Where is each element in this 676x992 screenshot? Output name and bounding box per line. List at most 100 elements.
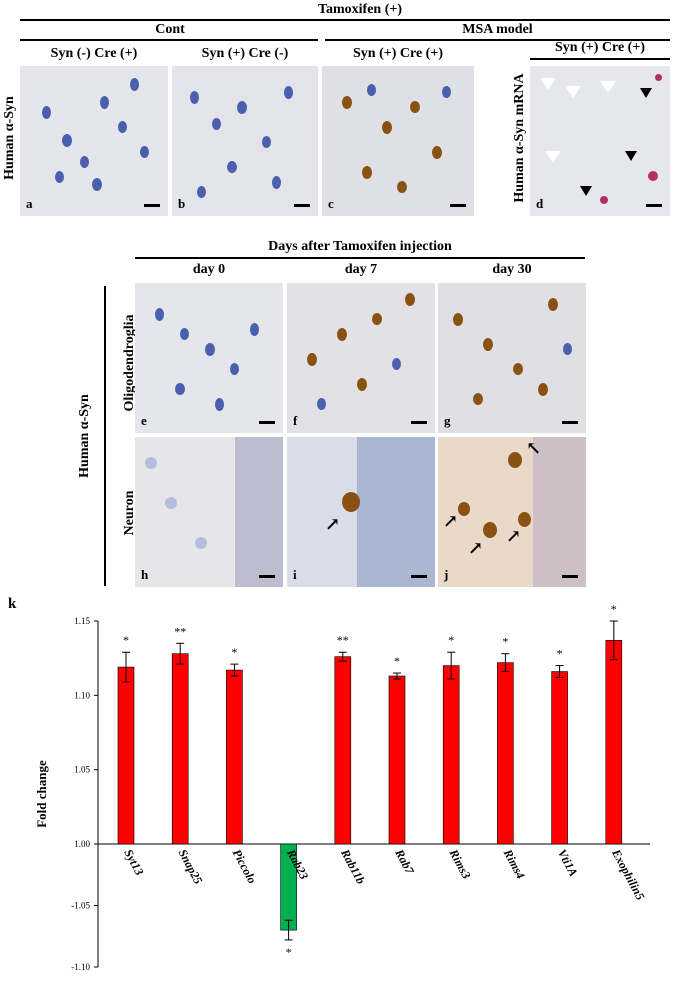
- nucleus: [155, 308, 164, 321]
- micrograph-panel-d: d: [530, 66, 670, 216]
- scale-bar: [411, 421, 427, 424]
- column-header-c: Syn (+) Cre (+): [353, 46, 443, 61]
- stained-nucleus: [337, 328, 347, 341]
- treatment-header: Tamoxifen (+): [317, 2, 403, 17]
- scale-bar: [294, 204, 310, 207]
- micrograph-panel-b: b: [172, 66, 318, 216]
- nucleus: [145, 457, 157, 469]
- solid-arrowhead: [580, 186, 592, 196]
- neuron-layer: [235, 437, 283, 587]
- panel-label-c: c: [328, 196, 334, 211]
- chart-panel-label: k: [8, 596, 17, 612]
- stained-nucleus: [382, 121, 392, 134]
- panel-label-h: h: [141, 567, 149, 582]
- category-label: Rims4: [500, 846, 528, 881]
- bar-rims3: [442, 665, 460, 845]
- nucleus: [284, 86, 293, 99]
- solid-arrowhead: [625, 151, 637, 161]
- stained-nucleus: [342, 96, 352, 109]
- panel-label-j: j: [444, 567, 449, 582]
- stained-nucleus: [307, 353, 317, 366]
- stained-nucleus: [513, 363, 523, 375]
- arrow-icon: ↗: [506, 526, 522, 546]
- nucleus: [100, 96, 109, 109]
- scale-bar: [646, 204, 662, 207]
- arrow-icon: ↖: [526, 438, 542, 458]
- group-cont-rule: [20, 39, 318, 41]
- open-arrowhead: [565, 86, 581, 98]
- nucleus: [215, 398, 224, 411]
- micrograph-panel-f: f: [287, 283, 435, 433]
- y-axis-label: Fold change: [34, 760, 49, 828]
- category-label: Rab7: [392, 846, 418, 877]
- scale-bar: [411, 575, 427, 578]
- bar-vti1a: [551, 671, 568, 845]
- nucleus: [55, 171, 64, 183]
- bar-rims4: [497, 662, 514, 845]
- scale-bar: [259, 421, 275, 424]
- stained-neuron: [508, 452, 522, 468]
- nucleus: [212, 118, 221, 130]
- arrow-icon: ↗: [325, 514, 341, 534]
- column-header-b: Syn (+) Cre (-): [201, 46, 289, 61]
- stained-nucleus: [362, 166, 372, 179]
- y-tick-label: 1.15: [74, 616, 90, 626]
- category-label: Vti1A: [555, 847, 581, 879]
- solid-arrowhead: [640, 88, 652, 98]
- nucleus: [130, 78, 139, 91]
- micrograph-panel-g: g: [438, 283, 586, 433]
- timecourse-header: Days after Tamoxifen injection: [268, 239, 452, 254]
- y-tick-label: 1.05: [74, 765, 90, 775]
- row-group-label: Human α-Syn: [77, 394, 92, 478]
- panel-label-i: i: [293, 567, 297, 582]
- column-header-day7: day 7: [344, 262, 378, 277]
- nucleus: [442, 86, 451, 98]
- neuron-layer: [533, 437, 586, 587]
- nucleus: [272, 176, 281, 189]
- column-header-a: Syn (-) Cre (+): [50, 46, 138, 61]
- stained-neuron: [458, 502, 470, 516]
- category-label: Piccolo: [230, 847, 260, 886]
- significance-marker: *: [448, 633, 454, 647]
- group-msa-rule: [325, 39, 670, 41]
- nucleus: [180, 328, 189, 340]
- open-arrowhead: [540, 78, 556, 90]
- micrograph-panel-j: ↖ ↗ ↗ ↗ j: [438, 437, 586, 587]
- row-group-rule: [104, 286, 106, 586]
- stained-nucleus: [410, 101, 420, 113]
- nucleus: [227, 161, 237, 173]
- open-arrowhead: [600, 81, 616, 93]
- bar-snap25: [171, 653, 189, 845]
- y-tick-label: 1.10: [74, 690, 90, 700]
- micrograph-panel-h: h: [135, 437, 283, 587]
- panel-label-d: d: [536, 196, 544, 211]
- nucleus: [237, 101, 247, 114]
- bar-piccolo: [226, 669, 243, 845]
- stained-nucleus: [397, 181, 407, 193]
- nucleus: [140, 146, 149, 158]
- nucleus: [175, 383, 185, 395]
- stained-neuron: [518, 512, 531, 527]
- nucleus: [563, 343, 572, 355]
- micrograph-panel-c: c: [322, 66, 474, 216]
- column-header-day30: day 30: [492, 262, 532, 277]
- significance-marker: *: [502, 635, 508, 649]
- stained-nucleus: [548, 298, 558, 311]
- stained-nucleus: [432, 146, 442, 159]
- significance-marker: *: [231, 645, 237, 659]
- mrna-signal: [648, 171, 658, 181]
- mrna-signal: [600, 196, 608, 204]
- micrograph-panel-e: e: [135, 283, 283, 433]
- nucleus: [62, 134, 72, 147]
- scale-bar: [562, 575, 578, 578]
- nucleus: [80, 156, 89, 168]
- nucleus: [367, 84, 376, 96]
- row-label-human-asyn: Human α-Syn: [2, 96, 17, 180]
- nucleus: [195, 537, 207, 549]
- significance-marker: *: [123, 633, 129, 647]
- category-label: Exophilin5: [609, 846, 648, 902]
- significance-marker: *: [611, 602, 617, 616]
- neuron-layer: [357, 437, 435, 587]
- panel-label-b: b: [178, 196, 186, 211]
- group-msa-header: MSA model: [462, 22, 533, 37]
